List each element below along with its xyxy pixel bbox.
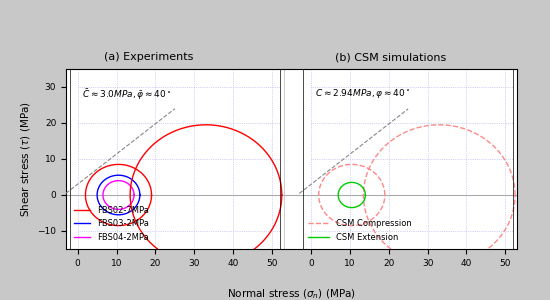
Text: (b) CSM simulations: (b) CSM simulations [335, 52, 446, 62]
Text: $\bar{C} \approx 3.0MPa, \bar{\varphi} \approx 40^\circ$: $\bar{C} \approx 3.0MPa, \bar{\varphi} \… [81, 87, 171, 102]
Text: $C \approx 2.94MPa, \varphi \approx 40^\circ$: $C \approx 2.94MPa, \varphi \approx 40^\… [315, 87, 410, 100]
Text: (a) Experiments: (a) Experiments [104, 52, 193, 62]
Legend: CSM Compression, CSM Extension: CSM Compression, CSM Extension [305, 216, 415, 245]
Text: Normal stress ($\sigma_n$) (MPa): Normal stress ($\sigma_n$) (MPa) [227, 287, 356, 300]
Y-axis label: Shear stress ($\tau$) (MPa): Shear stress ($\tau$) (MPa) [19, 101, 32, 217]
